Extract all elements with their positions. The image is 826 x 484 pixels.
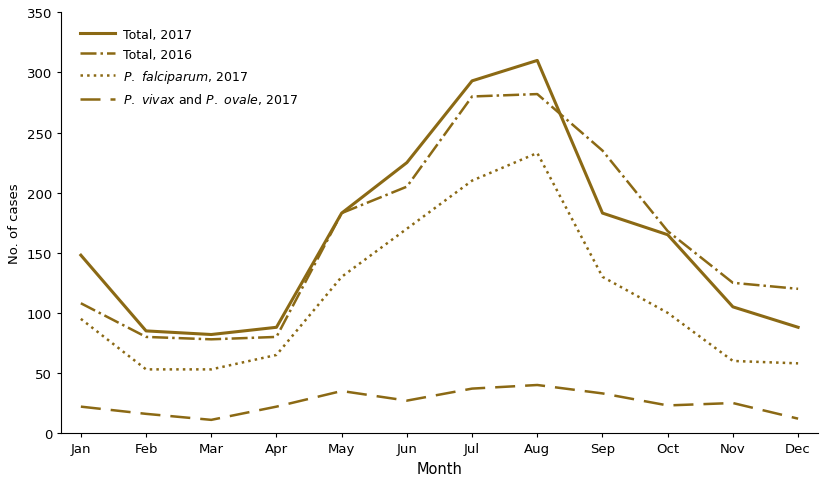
- Legend: Total, 2017, Total, 2016, $\it{P.\ falciparum}$, 2017, $\it{P.\ vivax}$ and $\it: Total, 2017, Total, 2016, $\it{P.\ falci…: [75, 24, 303, 112]
- X-axis label: Month: Month: [416, 461, 463, 476]
- Y-axis label: No. of cases: No. of cases: [8, 183, 21, 263]
